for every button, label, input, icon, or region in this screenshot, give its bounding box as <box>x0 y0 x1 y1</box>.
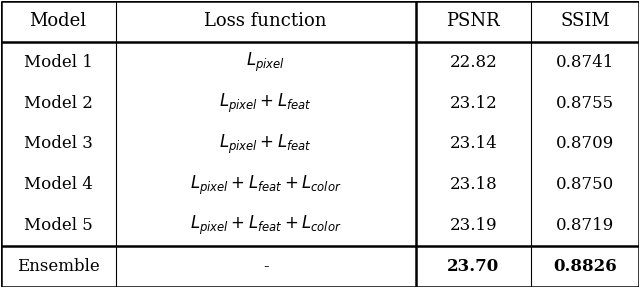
Text: 23.14: 23.14 <box>449 135 497 153</box>
Text: 0.8826: 0.8826 <box>553 258 617 275</box>
Text: PSNR: PSNR <box>447 12 500 30</box>
Text: Model: Model <box>29 12 87 30</box>
Text: Model 5: Model 5 <box>24 217 93 234</box>
Text: 23.12: 23.12 <box>449 94 497 111</box>
Text: 23.70: 23.70 <box>447 258 499 275</box>
Text: Loss function: Loss function <box>204 12 327 30</box>
Text: $L_{pixel} + L_{feat} + L_{color}$: $L_{pixel} + L_{feat} + L_{color}$ <box>190 214 342 238</box>
Text: 23.18: 23.18 <box>449 177 497 194</box>
Text: $L_{pixel} + L_{feat}$: $L_{pixel} + L_{feat}$ <box>220 132 312 156</box>
Text: SSIM: SSIM <box>560 12 610 30</box>
Text: Model 2: Model 2 <box>24 94 93 111</box>
Text: -: - <box>263 258 269 275</box>
Text: Model 4: Model 4 <box>24 177 93 194</box>
Text: 0.8719: 0.8719 <box>556 217 614 234</box>
Text: 0.8709: 0.8709 <box>556 135 614 153</box>
Text: 0.8741: 0.8741 <box>556 54 614 71</box>
Text: Model 3: Model 3 <box>24 135 93 153</box>
Text: 0.8750: 0.8750 <box>556 177 614 194</box>
Text: 23.19: 23.19 <box>449 217 497 234</box>
Text: Ensemble: Ensemble <box>17 258 100 275</box>
Text: 0.8755: 0.8755 <box>556 94 614 111</box>
Text: $L_{pixel} + L_{feat}$: $L_{pixel} + L_{feat}$ <box>220 92 312 115</box>
Text: 22.82: 22.82 <box>449 54 497 71</box>
Text: $L_{pixel}$: $L_{pixel}$ <box>246 50 285 74</box>
Text: $L_{pixel} + L_{feat} + L_{color}$: $L_{pixel} + L_{feat} + L_{color}$ <box>190 173 342 196</box>
Text: Model 1: Model 1 <box>24 54 93 71</box>
